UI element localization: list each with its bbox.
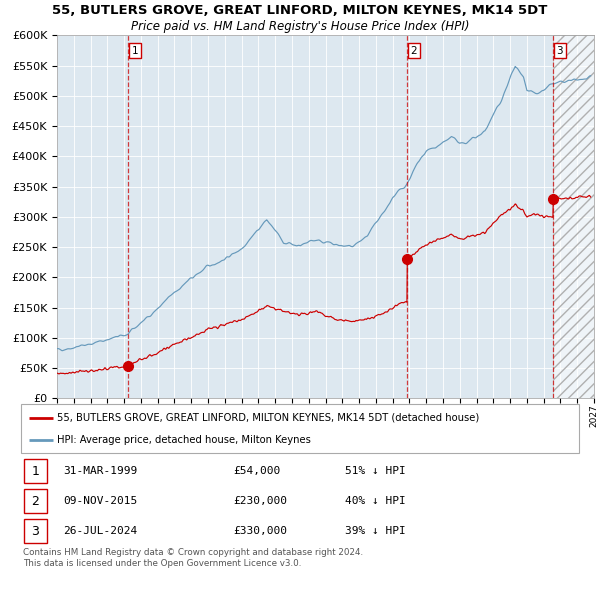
Text: 2: 2 [410, 45, 417, 55]
Bar [553, 35, 600, 398]
Bar [24, 459, 47, 483]
Text: 3: 3 [557, 45, 563, 55]
Text: 31-MAR-1999: 31-MAR-1999 [63, 466, 137, 476]
Text: 09-NOV-2015: 09-NOV-2015 [63, 496, 137, 506]
Text: 1: 1 [131, 45, 139, 55]
Text: 39% ↓ HPI: 39% ↓ HPI [344, 526, 406, 536]
Text: £230,000: £230,000 [233, 496, 287, 506]
Text: Contains HM Land Registry data © Crown copyright and database right 2024.
This d: Contains HM Land Registry data © Crown c… [23, 548, 363, 568]
Bar [24, 520, 47, 543]
Text: 51% ↓ HPI: 51% ↓ HPI [344, 466, 406, 476]
Text: 2: 2 [32, 494, 40, 508]
Text: 3: 3 [32, 525, 40, 538]
Bar [24, 489, 47, 513]
Text: 40% ↓ HPI: 40% ↓ HPI [344, 496, 406, 506]
Bar [553, 35, 600, 398]
Text: HPI: Average price, detached house, Milton Keynes: HPI: Average price, detached house, Milt… [57, 435, 311, 445]
Text: £330,000: £330,000 [233, 526, 287, 536]
Text: £54,000: £54,000 [233, 466, 280, 476]
Text: 55, BUTLERS GROVE, GREAT LINFORD, MILTON KEYNES, MK14 5DT: 55, BUTLERS GROVE, GREAT LINFORD, MILTON… [52, 4, 548, 17]
Text: Price paid vs. HM Land Registry's House Price Index (HPI): Price paid vs. HM Land Registry's House … [131, 20, 469, 33]
Text: 55, BUTLERS GROVE, GREAT LINFORD, MILTON KEYNES, MK14 5DT (detached house): 55, BUTLERS GROVE, GREAT LINFORD, MILTON… [57, 412, 479, 422]
Text: 26-JUL-2024: 26-JUL-2024 [63, 526, 137, 536]
Text: 1: 1 [32, 464, 40, 477]
